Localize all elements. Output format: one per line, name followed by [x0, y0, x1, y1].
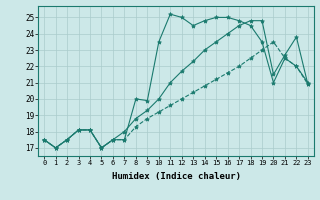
X-axis label: Humidex (Indice chaleur): Humidex (Indice chaleur) — [111, 172, 241, 181]
